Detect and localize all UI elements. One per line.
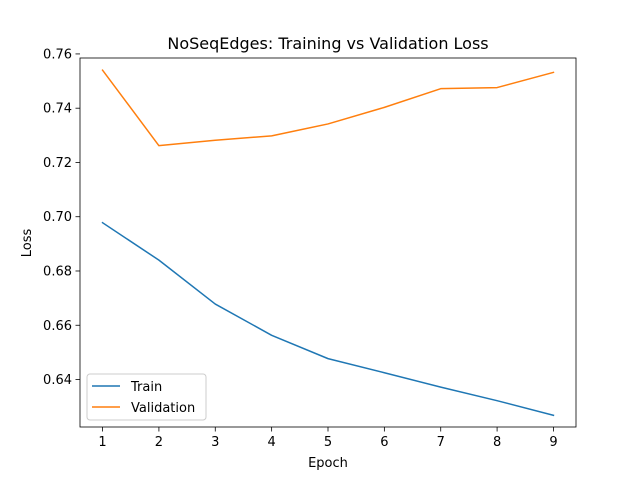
x-tick-label: 7 — [437, 435, 445, 450]
series-line-train — [101, 221, 555, 417]
x-tick-label: 2 — [155, 435, 163, 450]
series-line-validation — [101, 69, 555, 147]
y-tick-label: 0.70 — [43, 210, 72, 225]
legend-label-validation: Validation — [131, 401, 195, 416]
chart-title: NoSeqEdges: Training vs Validation Loss — [167, 34, 488, 53]
x-tick-label: 6 — [380, 435, 388, 450]
y-tick-label: 0.66 — [43, 319, 72, 334]
x-axis-label: Epoch — [308, 456, 348, 471]
x-tick-label: 4 — [267, 435, 275, 450]
y-tick-label: 0.72 — [43, 156, 72, 171]
y-tick-label: 0.68 — [43, 264, 72, 279]
y-tick-label: 0.76 — [43, 47, 72, 62]
legend-label-train: Train — [130, 380, 162, 395]
x-tick-label: 1 — [98, 435, 106, 450]
x-axis-ticks: 1 2 3 4 5 6 7 8 9 — [98, 427, 558, 450]
x-tick-label: 5 — [324, 435, 332, 450]
legend: Train Validation — [86, 373, 207, 421]
y-axis-label: Loss — [20, 229, 35, 258]
y-tick-label: 0.74 — [43, 102, 72, 117]
y-axis-ticks: 0.64 0.66 0.68 0.70 0.72 0.74 0.76 — [43, 47, 80, 388]
x-tick-label: 8 — [493, 435, 501, 450]
plot-area-frame — [79, 57, 577, 428]
x-tick-label: 3 — [211, 435, 219, 450]
x-tick-label: 9 — [549, 435, 557, 450]
series-lines — [101, 69, 555, 417]
y-tick-label: 0.64 — [43, 373, 72, 388]
